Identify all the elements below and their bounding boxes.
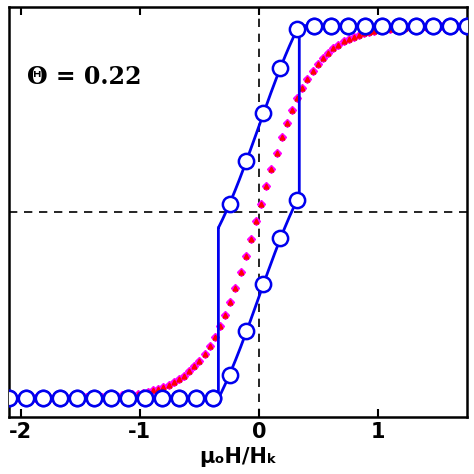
- Text: Θ = 0.22: Θ = 0.22: [27, 64, 142, 89]
- X-axis label: μₒH/Hₖ: μₒH/Hₖ: [199, 447, 277, 467]
